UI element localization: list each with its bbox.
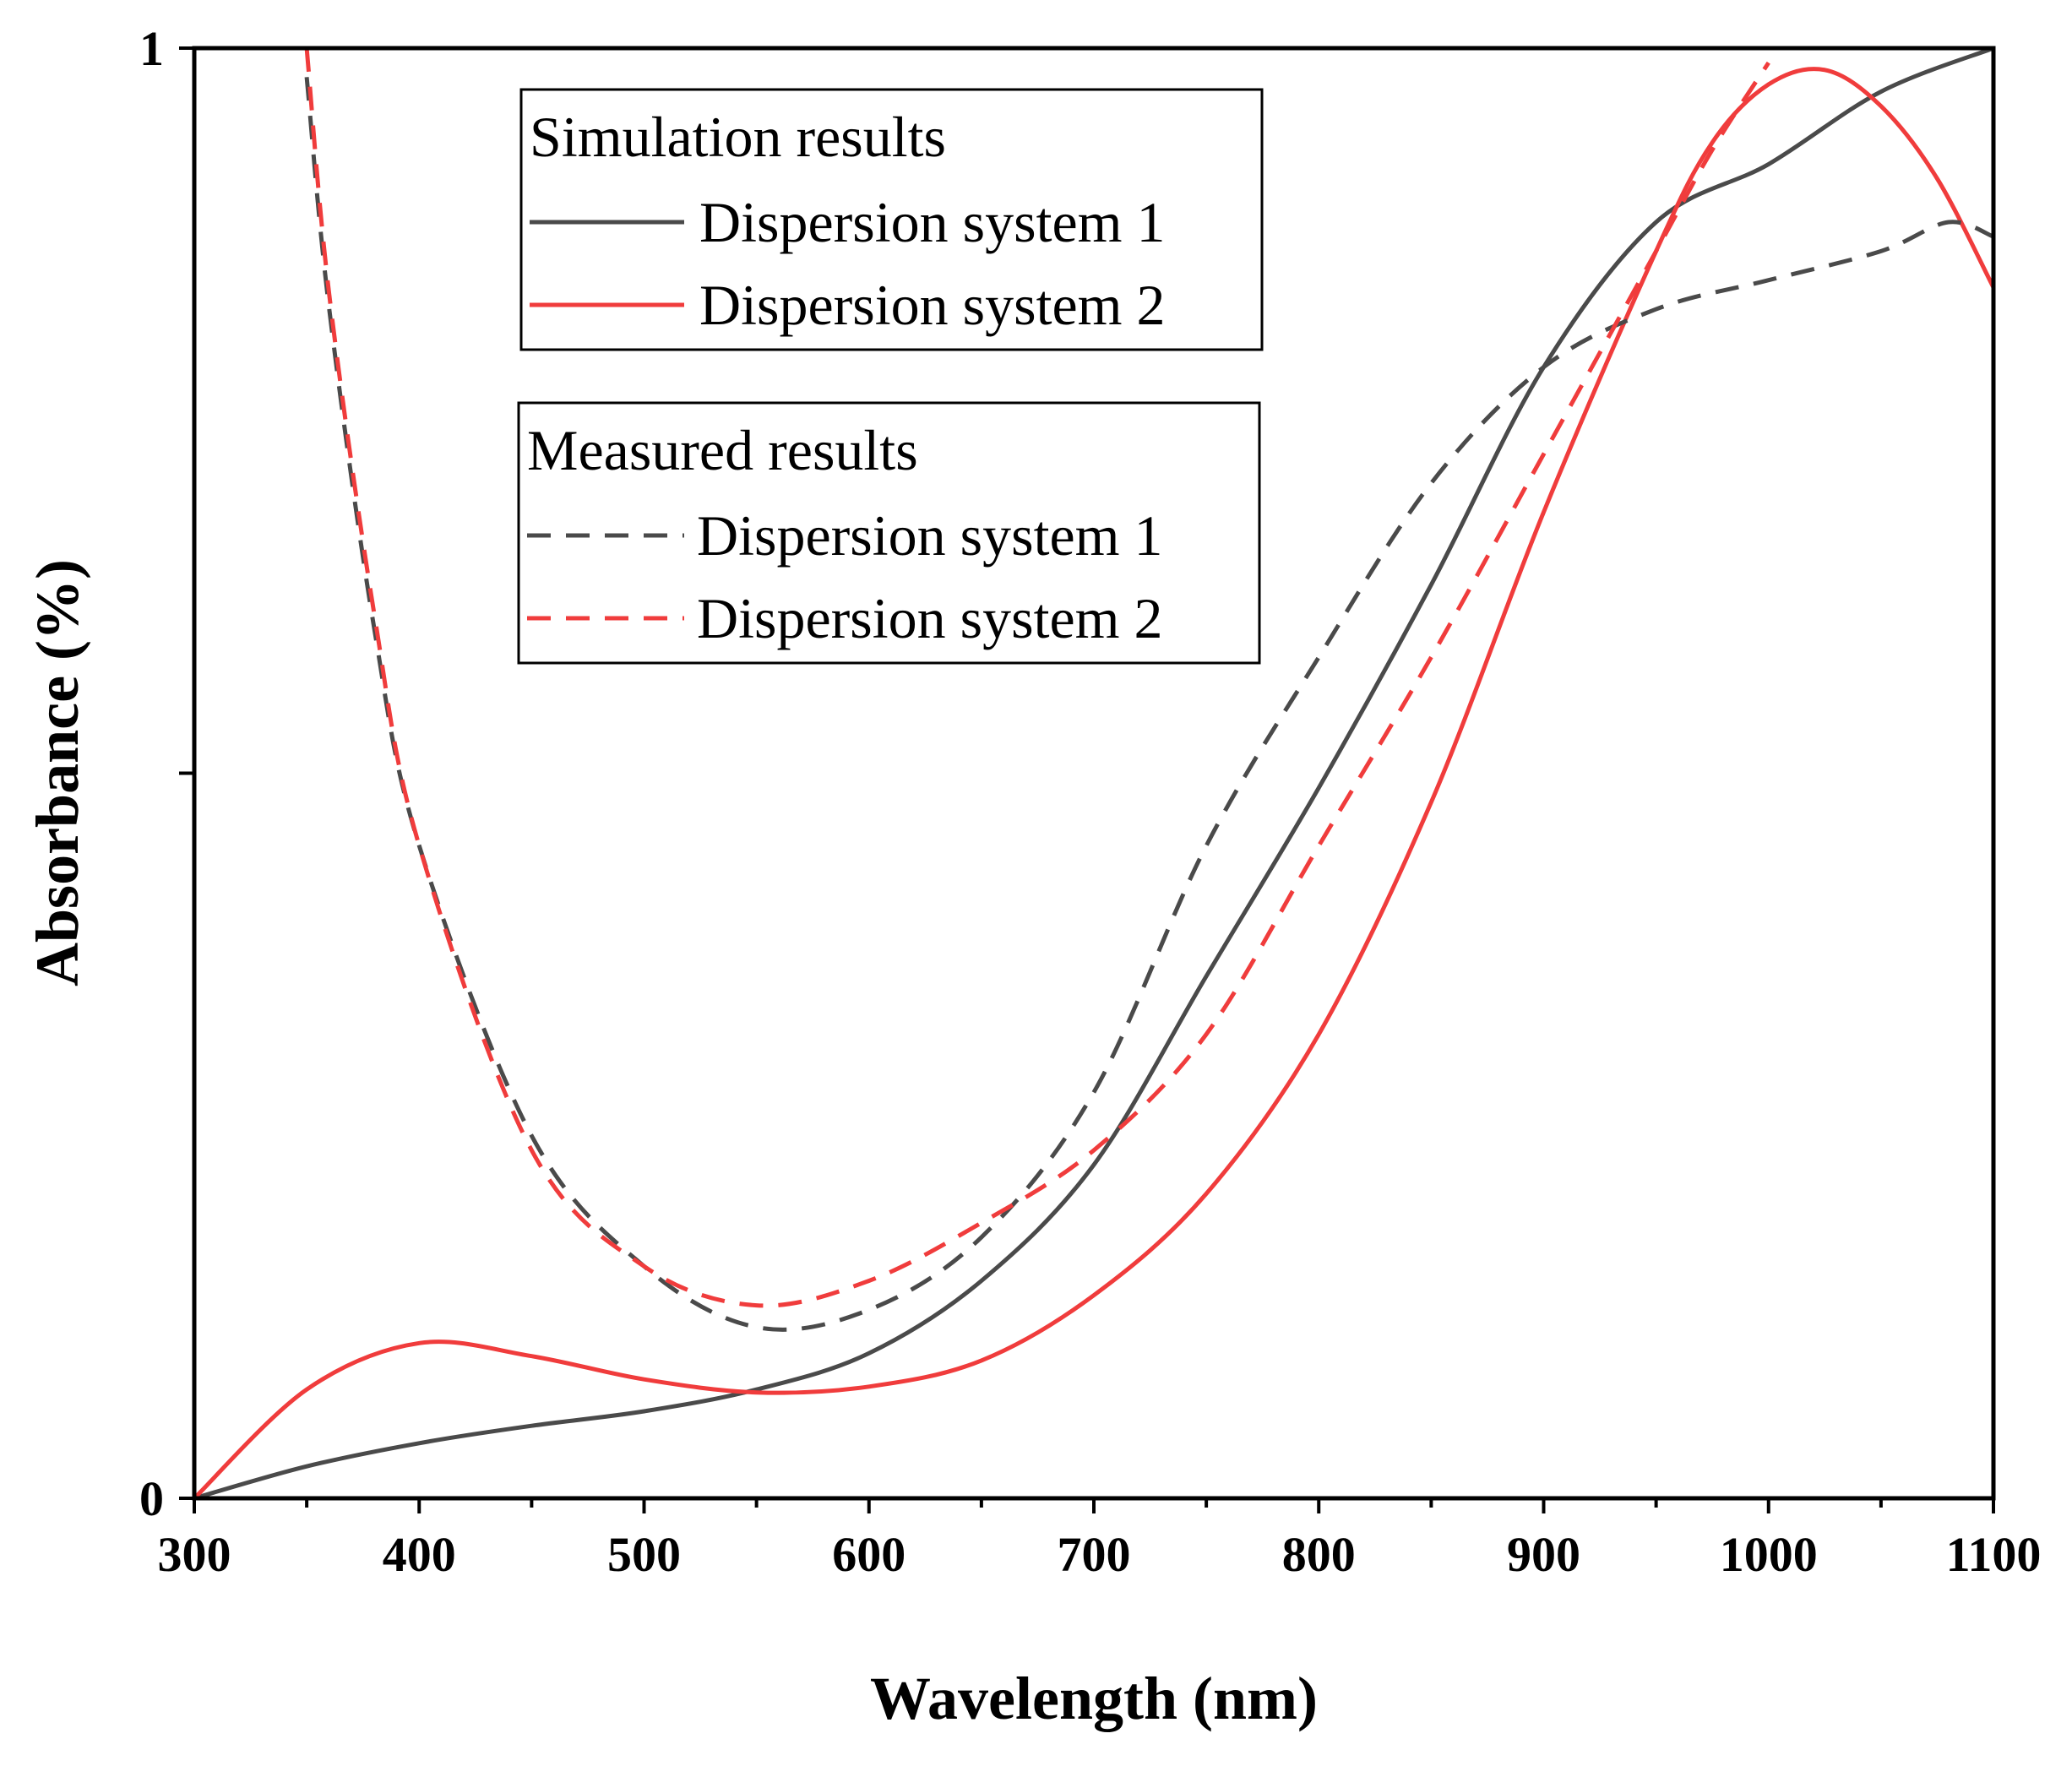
legend-simulation: Simulation results Dispersion system 1 D… [519,88,1264,351]
series-line-1 [193,46,1994,1501]
x-tick-label: 900 [1507,1527,1580,1582]
legend-measured-title: Measured results [527,418,918,482]
legend-entry-meas-1: Dispersion system 1 [697,503,1163,568]
x-tick-label: 1100 [1946,1527,2042,1582]
legend-entry-sim-1: Dispersion system 1 [699,190,1166,254]
y-tick-label: 1 [139,21,164,76]
series-layer [193,46,1996,1501]
x-tick-label: 500 [607,1527,681,1582]
series-line-4 [304,47,1770,1308]
legend-entry-sim-2: Dispersion system 2 [699,273,1166,337]
y-tick-label: 0 [139,1471,164,1526]
x-axis-title: Wavelength (nm) [870,1665,1318,1732]
y-axis-title: Absorbance (%) [24,559,91,986]
x-axis-ticks: 300 400 500 600 700 800 900 1000 1100 [158,1498,2042,1582]
series-line-3 [304,77,1994,1332]
x-tick-label: 400 [383,1527,456,1582]
y-axis-ticks: 01 [139,21,194,1526]
x-tick-label: 300 [158,1527,231,1582]
legend-simulation-title: Simulation results [530,105,946,169]
legend-measured: Measured results Dispersion system 1 Dis… [517,401,1261,665]
x-tick-label: 800 [1282,1527,1356,1582]
legend-entry-meas-2: Dispersion system 2 [697,586,1163,650]
legend-measured-box [517,401,1261,665]
x-tick-label: 1000 [1720,1527,1818,1582]
x-tick-label: 700 [1058,1527,1131,1582]
series-line-2 [193,67,1996,1500]
x-tick-label: 600 [832,1527,905,1582]
